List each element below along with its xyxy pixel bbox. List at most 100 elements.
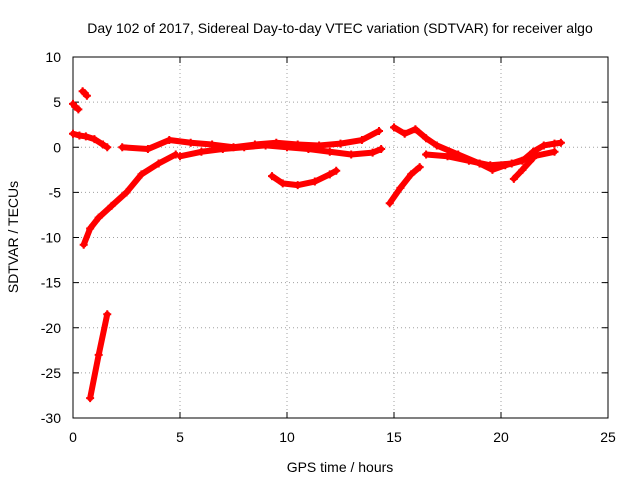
series-line-segment xyxy=(358,128,383,144)
data-point xyxy=(154,159,163,168)
data-point xyxy=(304,145,313,154)
data-point xyxy=(518,165,527,174)
data-point xyxy=(197,147,206,156)
data-points xyxy=(69,87,565,403)
series-track-1 xyxy=(69,99,83,114)
y-tick-label: -15 xyxy=(41,275,61,291)
y-tick-label: -5 xyxy=(49,184,62,200)
data-point xyxy=(347,150,356,159)
data-point xyxy=(336,139,345,148)
y-tick-label: -30 xyxy=(41,410,61,426)
series-track-8 xyxy=(268,166,341,190)
y-tick-label: 10 xyxy=(45,49,61,65)
x-axis-label: GPS time / hours xyxy=(287,459,394,475)
data-point xyxy=(332,166,341,175)
data-point xyxy=(90,135,99,144)
data-point xyxy=(283,143,291,152)
data-point xyxy=(137,170,146,179)
data-point xyxy=(268,172,277,181)
data-point xyxy=(208,140,217,149)
x-tick-labels: 0 5 10 15 20 25 xyxy=(69,429,616,445)
x-tick-label: 20 xyxy=(493,429,509,445)
data-point xyxy=(143,145,152,154)
data-point xyxy=(86,224,95,233)
x-tick-label: 25 xyxy=(600,429,616,445)
series-line-segment xyxy=(519,155,537,173)
series-track-3 xyxy=(69,129,112,152)
x-tick-label: 10 xyxy=(279,429,295,445)
data-point xyxy=(81,132,90,141)
y-tick-label: 0 xyxy=(53,139,61,155)
data-point xyxy=(377,145,386,154)
data-point xyxy=(375,127,384,136)
data-point xyxy=(390,123,398,132)
data-point xyxy=(539,141,548,150)
series-track-4 xyxy=(79,150,180,249)
series-track-2 xyxy=(78,87,91,100)
data-point xyxy=(94,350,103,359)
data-point xyxy=(261,141,270,150)
data-point xyxy=(486,161,495,170)
data-point xyxy=(176,152,184,161)
data-point xyxy=(103,143,112,152)
data-point xyxy=(550,147,559,156)
data-point xyxy=(218,145,227,154)
data-point xyxy=(407,170,416,179)
data-point xyxy=(509,174,518,183)
data-point xyxy=(368,148,377,157)
data-point xyxy=(122,188,131,197)
series-line-segment xyxy=(408,164,423,178)
data-point xyxy=(443,152,452,161)
data-point xyxy=(278,179,287,188)
series-track-7 xyxy=(176,141,386,161)
series-line-segment xyxy=(108,189,130,209)
data-point xyxy=(74,105,83,114)
data-point xyxy=(415,163,424,172)
chart-title: Day 102 of 2017, Sidereal Day-to-day VTE… xyxy=(87,20,593,36)
data-point xyxy=(79,240,88,249)
data-point xyxy=(529,154,538,163)
data-point xyxy=(293,181,302,190)
y-tick-label: -10 xyxy=(41,230,61,246)
series-line-segment xyxy=(123,171,145,196)
data-point xyxy=(98,140,107,149)
data-point xyxy=(118,143,127,152)
y-tick-label: -25 xyxy=(41,365,61,381)
data-point xyxy=(186,138,195,147)
series-line-segment xyxy=(386,184,404,207)
data-point xyxy=(310,177,319,186)
data-point xyxy=(422,150,431,159)
data-point xyxy=(69,129,77,138)
data-point xyxy=(385,199,394,208)
data-point xyxy=(325,147,334,156)
y-axis-label: SDTVAR / TECUs xyxy=(5,181,21,293)
data-point xyxy=(432,141,441,150)
data-point xyxy=(464,156,473,165)
series-line-segment xyxy=(138,160,162,178)
data-point xyxy=(400,129,409,138)
series-line-segment xyxy=(155,151,179,167)
data-point xyxy=(396,183,405,192)
series-line-segment xyxy=(433,142,462,158)
data-point xyxy=(507,159,516,168)
data-point xyxy=(107,201,116,210)
series-track-9 xyxy=(385,163,424,208)
series-line-segment xyxy=(144,137,173,153)
x-tick-label: 5 xyxy=(176,429,184,445)
grid-lines xyxy=(73,57,608,418)
y-tick-label: -20 xyxy=(41,320,61,336)
data-point xyxy=(422,134,431,143)
data-point xyxy=(94,213,103,222)
data-point xyxy=(325,170,334,179)
series-line-segment xyxy=(119,144,151,153)
y-tick-label: 5 xyxy=(53,94,61,110)
y-tick-labels: -30 -25 -20 -15 -10 -5 0 5 10 xyxy=(41,49,61,426)
data-point xyxy=(86,394,95,403)
x-tick-label: 15 xyxy=(386,429,402,445)
data-point xyxy=(411,125,420,134)
data-point xyxy=(357,136,366,145)
series-line-segment xyxy=(95,311,111,358)
series-line-segment xyxy=(87,351,102,402)
data-point xyxy=(556,138,565,147)
